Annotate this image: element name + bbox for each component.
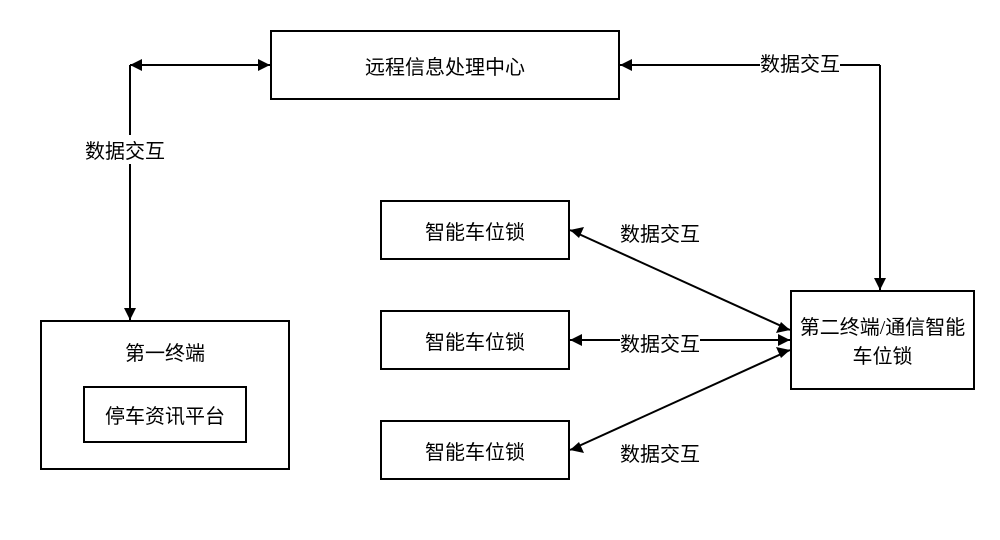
node-center-label: 远程信息处理中心: [365, 51, 525, 80]
node-lock3: 智能车位锁: [380, 420, 570, 480]
node-lock1: 智能车位锁: [380, 200, 570, 260]
node-lock2: 智能车位锁: [380, 310, 570, 370]
node-lock3-label: 智能车位锁: [425, 436, 525, 465]
edge-label-5: 数据交互: [620, 438, 700, 467]
edge-label-1-text: 数据交互: [85, 141, 165, 163]
node-terminal2: 第二终端/通信智能车位锁: [790, 290, 975, 390]
edge-label-2-text: 数据交互: [760, 54, 840, 76]
edge-label-4: 数据交互: [620, 328, 700, 357]
node-terminal1: 第一终端 停车资讯平台: [40, 320, 290, 470]
edge-label-3: 数据交互: [620, 218, 700, 247]
edge-label-1: 数据交互: [85, 135, 165, 164]
edge-label-4-text: 数据交互: [620, 334, 700, 356]
node-lock1-label: 智能车位锁: [425, 216, 525, 245]
node-lock2-label: 智能车位锁: [425, 326, 525, 355]
node-terminal2-label: 第二终端/通信智能车位锁: [797, 311, 968, 369]
edge-label-5-text: 数据交互: [620, 444, 700, 466]
node-terminal1-label: 第一终端: [125, 337, 205, 366]
node-platform-label: 停车资讯平台: [105, 406, 225, 428]
node-center: 远程信息处理中心: [270, 30, 620, 100]
edge-label-2: 数据交互: [760, 48, 840, 77]
edge-label-3-text: 数据交互: [620, 224, 700, 246]
node-platform: 停车资讯平台: [83, 386, 247, 443]
